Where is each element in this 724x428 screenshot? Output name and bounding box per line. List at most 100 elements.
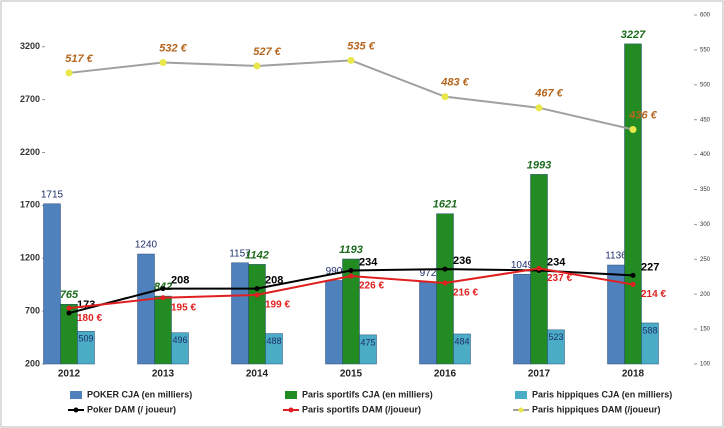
- marker: [347, 56, 355, 64]
- y2-tick-label: 450: [700, 117, 711, 123]
- bar: [547, 329, 565, 365]
- marker: [442, 280, 448, 286]
- bar: [171, 332, 189, 365]
- value-label: 180 €: [77, 313, 102, 324]
- bar: [265, 333, 283, 365]
- value-label: 1157: [229, 248, 251, 259]
- x-tick-label: 2014: [246, 369, 269, 380]
- legend-label: Poker DAM (/ joueur): [87, 404, 176, 414]
- bar: [137, 253, 155, 365]
- bar: [154, 295, 172, 365]
- y-tick-label: 200: [25, 358, 40, 368]
- value-label: 214 €: [641, 289, 666, 300]
- y2-tick-label: 500: [700, 82, 711, 88]
- marker: [630, 272, 636, 278]
- x-tick-label: 2018: [622, 369, 645, 380]
- bar: [231, 262, 249, 365]
- x-tick-label: 2012: [58, 369, 81, 380]
- value-label: 509: [78, 334, 93, 344]
- marker: [65, 69, 73, 77]
- x-tick-label: 2015: [340, 369, 363, 380]
- y-tick-label: 3200: [20, 41, 40, 51]
- value-label: 234: [359, 256, 378, 268]
- bar: [436, 213, 454, 365]
- marker: [630, 281, 636, 287]
- y-tick-label: 2700: [20, 94, 40, 104]
- legend-swatch: [515, 391, 527, 399]
- bar: [43, 203, 61, 365]
- marker: [348, 273, 354, 279]
- value-label: 475: [360, 337, 375, 347]
- bar: [453, 333, 471, 365]
- bar: [641, 322, 659, 365]
- y2-tick-label: 250: [700, 257, 711, 263]
- x-tick-label: 2016: [434, 369, 457, 380]
- value-label: 227: [641, 261, 659, 273]
- value-label: 195 €: [171, 302, 196, 313]
- bar: [624, 43, 642, 365]
- value-label: 532 €: [159, 42, 187, 54]
- marker: [254, 286, 260, 292]
- marker: [253, 62, 261, 70]
- bar: [419, 282, 437, 365]
- y2-tick-label: 300: [700, 222, 711, 228]
- marker: [159, 58, 167, 66]
- value-label: 216 €: [453, 288, 478, 299]
- legend-label: POKER CJA (en milliers): [87, 389, 192, 399]
- marker: [535, 104, 543, 112]
- y-tick-label: 2200: [20, 147, 40, 157]
- value-label: 496: [172, 335, 187, 345]
- marker: [66, 310, 72, 316]
- value-label: 517 €: [65, 53, 93, 65]
- value-label: 208: [265, 275, 283, 287]
- marker: [442, 266, 448, 272]
- value-label: 1049: [511, 260, 534, 271]
- bar: [248, 264, 266, 365]
- marker: [160, 295, 166, 301]
- value-label: 1193: [339, 244, 363, 256]
- value-label: 237 €: [547, 273, 572, 284]
- value-label: 1621: [433, 199, 457, 211]
- legend-swatch: [288, 407, 294, 413]
- value-label: 173: [77, 299, 95, 311]
- value-label: 1240: [135, 240, 158, 251]
- bar: [342, 258, 360, 365]
- legend-swatch: [73, 407, 79, 413]
- value-label: 523: [548, 332, 563, 342]
- value-label: 199 €: [265, 300, 290, 311]
- value-label: 588: [642, 325, 657, 335]
- marker: [348, 267, 354, 273]
- legend-swatch: [70, 391, 82, 399]
- marker: [254, 292, 260, 298]
- y2-tick-label: 550: [700, 47, 711, 53]
- bar: [513, 273, 531, 365]
- x-tick-label: 2017: [528, 369, 551, 380]
- value-label: 1142: [245, 249, 269, 261]
- legend-label: Paris sportifs DAM (/joueur): [302, 404, 421, 414]
- value-label: 990: [326, 266, 343, 277]
- value-label: 1715: [41, 189, 64, 200]
- legend-swatch: [285, 391, 297, 399]
- value-label: 1136: [605, 251, 627, 262]
- value-label: 972: [420, 268, 437, 279]
- value-label: 208: [171, 275, 189, 287]
- value-label: 236: [453, 255, 471, 267]
- marker: [536, 265, 542, 271]
- value-label: 483 €: [440, 77, 469, 89]
- value-label: 436 €: [628, 109, 657, 121]
- value-label: 3227: [621, 29, 646, 41]
- y-tick-label: 1700: [20, 200, 40, 210]
- marker: [629, 125, 637, 133]
- y2-tick-label: 600: [700, 13, 711, 19]
- value-label: 488: [266, 336, 281, 346]
- y2-tick-label: 200: [700, 292, 711, 298]
- y-tick-label: 700: [25, 305, 40, 315]
- y2-tick-label: 400: [700, 152, 711, 158]
- legend-swatch: [518, 407, 524, 413]
- value-label: 765: [60, 289, 79, 301]
- marker: [66, 305, 72, 311]
- value-label: 467 €: [534, 88, 563, 100]
- x-tick-label: 2013: [152, 369, 175, 380]
- value-label: 1993: [527, 159, 551, 171]
